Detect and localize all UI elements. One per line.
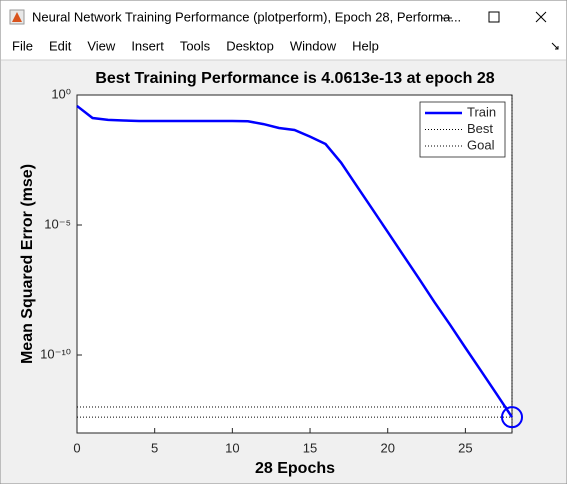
menu-item[interactable]: Insert xyxy=(131,38,164,53)
dock-arrow[interactable] xyxy=(551,42,559,50)
window-title: Neural Network Training Performance (plo… xyxy=(32,9,461,24)
legend-label: Goal xyxy=(467,137,495,152)
x-tick-label: 0 xyxy=(73,440,80,455)
close-button[interactable] xyxy=(535,11,547,23)
legend-label: Train xyxy=(467,104,496,119)
menu-item[interactable]: Tools xyxy=(180,38,211,53)
x-tick-label: 15 xyxy=(303,440,317,455)
app-icon-shape xyxy=(12,12,22,22)
title-bar xyxy=(1,1,566,34)
menu-item[interactable]: Desktop xyxy=(226,38,274,53)
x-axis-label: 28 Epochs xyxy=(255,460,335,477)
x-tick-label: 10 xyxy=(225,440,239,455)
y-tick-label: 10⁰ xyxy=(51,86,71,101)
x-tick-label: 5 xyxy=(151,440,158,455)
best-marker xyxy=(501,406,523,429)
y-tick-label: 10⁻¹⁰ xyxy=(40,346,71,361)
menu-item[interactable]: Help xyxy=(352,38,379,53)
menu-item[interactable]: View xyxy=(87,38,116,53)
menu-item[interactable]: Window xyxy=(290,38,337,53)
y-axis-label: Mean Squared Error (mse) xyxy=(19,164,36,364)
x-tick-label: 25 xyxy=(458,440,472,455)
menu-bar xyxy=(1,34,566,60)
y-tick-label: 10⁻⁵ xyxy=(44,216,71,231)
x-tick-label: 20 xyxy=(380,440,394,455)
legend-label: Best xyxy=(467,121,493,136)
maximize-button[interactable] xyxy=(488,11,500,23)
menu-item[interactable]: Edit xyxy=(49,38,72,53)
chart-title: Best Training Performance is 4.0613e-13 … xyxy=(95,70,494,87)
menu-item[interactable]: File xyxy=(12,38,33,53)
train-line xyxy=(76,104,514,418)
menu: File Edit View Insert Tools Desktop Window Help xyxy=(12,38,379,53)
